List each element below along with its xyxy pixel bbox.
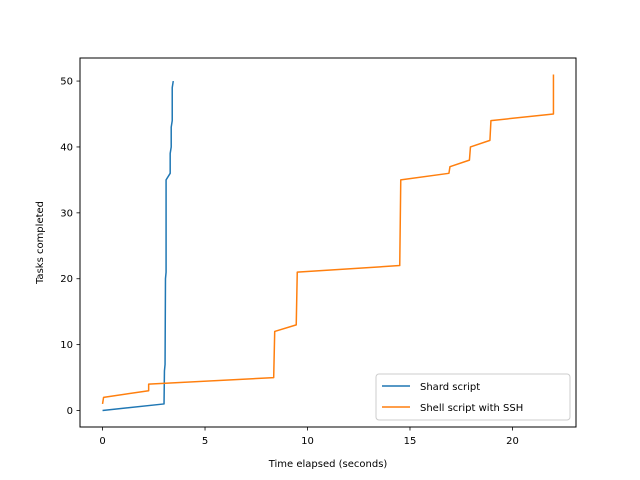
- legend-box: [375, 373, 571, 421]
- plot-frame: [79, 57, 577, 428]
- legend-label-2: Shell script with SSH: [420, 403, 523, 414]
- ticks-layer: 0 5 10 15 20 0 10 20 30 40 50: [60, 77, 519, 447]
- y-tick-label: 40: [60, 142, 73, 153]
- x-tick-label: 15: [404, 436, 417, 447]
- y-tick-label: 30: [60, 208, 73, 219]
- y-tick-label: 10: [60, 340, 73, 351]
- legend: Shard script Shell script with SSH: [375, 373, 571, 421]
- y-tick-label: 20: [60, 274, 73, 285]
- x-tick-label: 5: [202, 436, 208, 447]
- legend-label-1: Shard script: [420, 382, 480, 393]
- x-tick-label: 0: [99, 436, 105, 447]
- x-tick-label: 20: [506, 436, 519, 447]
- y-tick-label: 50: [60, 77, 73, 88]
- y-tick-label: 0: [67, 406, 73, 417]
- series-line-1: [102, 80, 175, 412]
- series-line-2: [101, 74, 555, 405]
- series-layer: [101, 74, 555, 412]
- x-axis-label: Time elapsed (seconds): [268, 459, 388, 470]
- y-axis-label: Tasks completed: [35, 201, 46, 285]
- x-tick-label: 10: [301, 436, 314, 447]
